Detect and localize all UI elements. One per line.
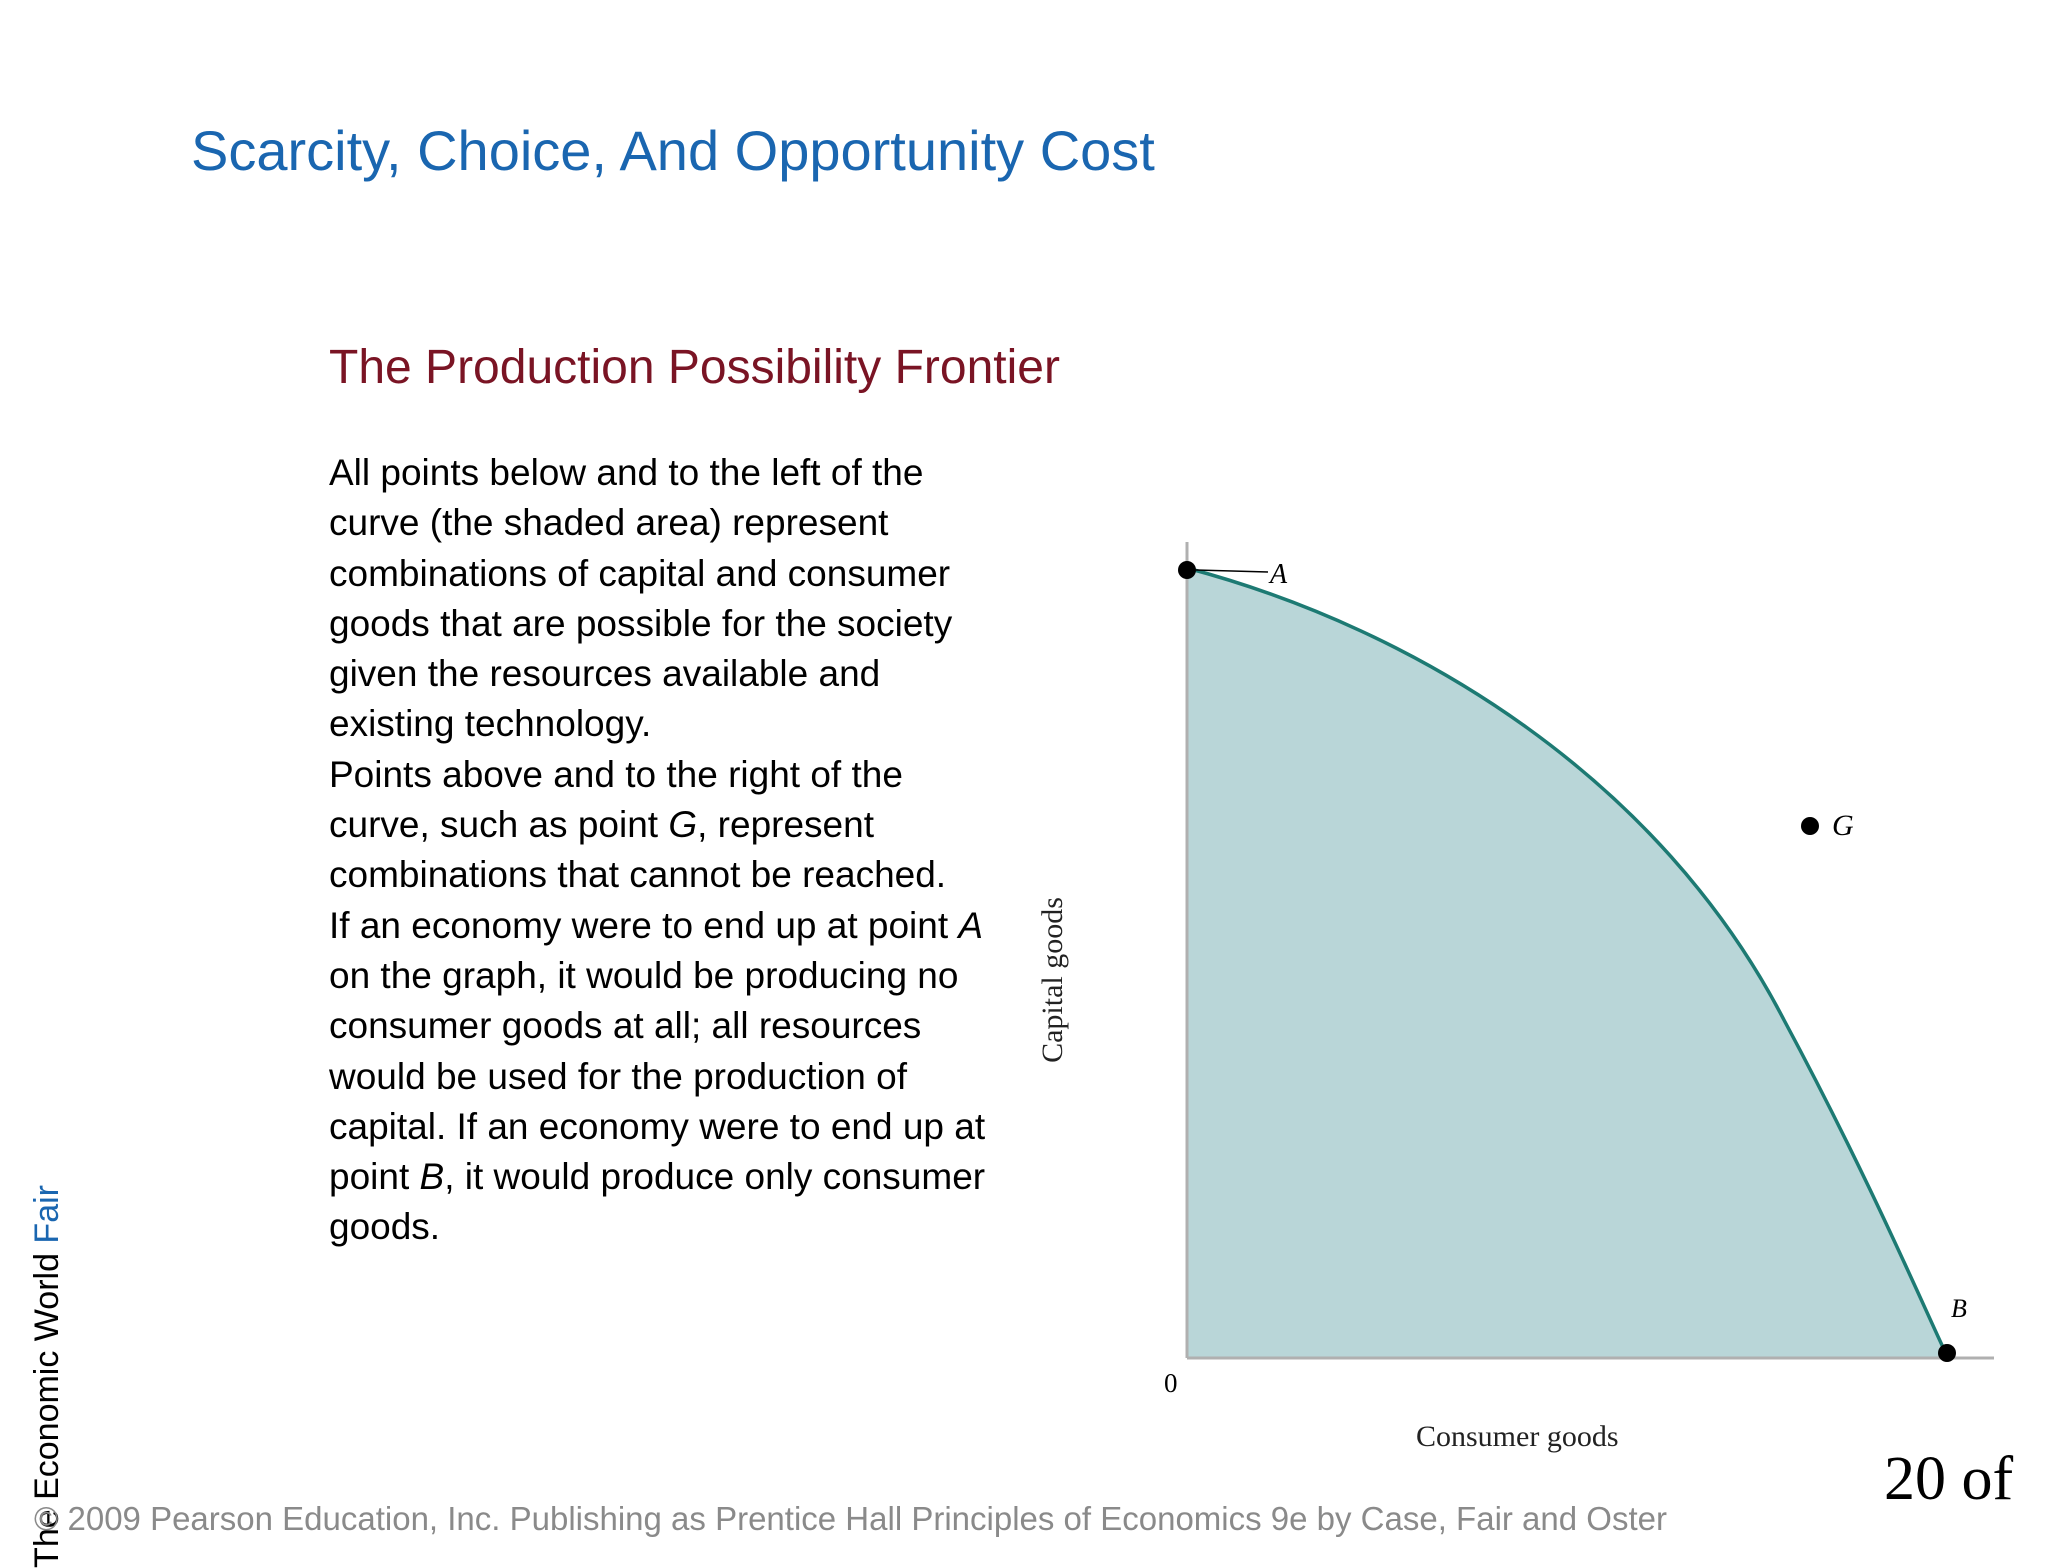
text-span: Points above and to the right of the cur… [329, 753, 903, 846]
point-b-ref: B [419, 1156, 445, 1198]
paragraph-unreachable: Points above and to the right of the cur… [329, 750, 989, 901]
point-a-label: A [1268, 559, 1288, 590]
text-span: on the graph, it would be producing no c… [329, 954, 986, 1198]
section-title: The Production Possibility Frontier [329, 341, 1060, 394]
point-a-ref: A [958, 904, 984, 946]
x-axis-title: Consumer goods [1416, 1420, 1619, 1453]
text-span: , it would produce only consumer goods. [329, 1156, 986, 1248]
page-number: 20 of [1884, 1445, 2014, 1513]
origin-label: 0 [1164, 1368, 1178, 1398]
point-g [1801, 817, 1819, 835]
point-a-leader [1195, 569, 1269, 573]
text-span: If an economy were to end up at point [329, 904, 959, 946]
point-g-ref: G [668, 804, 698, 846]
paragraph-extremes: If an economy were to end up at point A … [329, 901, 989, 1253]
point-b [1938, 1344, 1956, 1362]
feasible-region [1187, 568, 1948, 1358]
paragraph-feasible: All points below and to the left of the … [329, 452, 953, 745]
y-axis-title: Capital goods [1036, 897, 1069, 1063]
footer-copyright: © 2009 Pearson Education, Inc. Publishin… [34, 1500, 1667, 1537]
point-a [1178, 561, 1196, 579]
ppf-curve [1186, 566, 1950, 1359]
body-text: All points below and to the left of the … [329, 448, 989, 1253]
point-b-label: B [1951, 1294, 1967, 1323]
ppf-diagram: A G B 0 Consumer goods Capital goods [1036, 542, 1994, 1453]
side-text-accent: Fair [28, 1185, 66, 1244]
slide-title: Scarcity, Choice, And Opportunity Cost [191, 119, 1155, 182]
point-g-label: G [1832, 809, 1854, 842]
text-span: , represent combinations that cannot be … [329, 804, 947, 896]
